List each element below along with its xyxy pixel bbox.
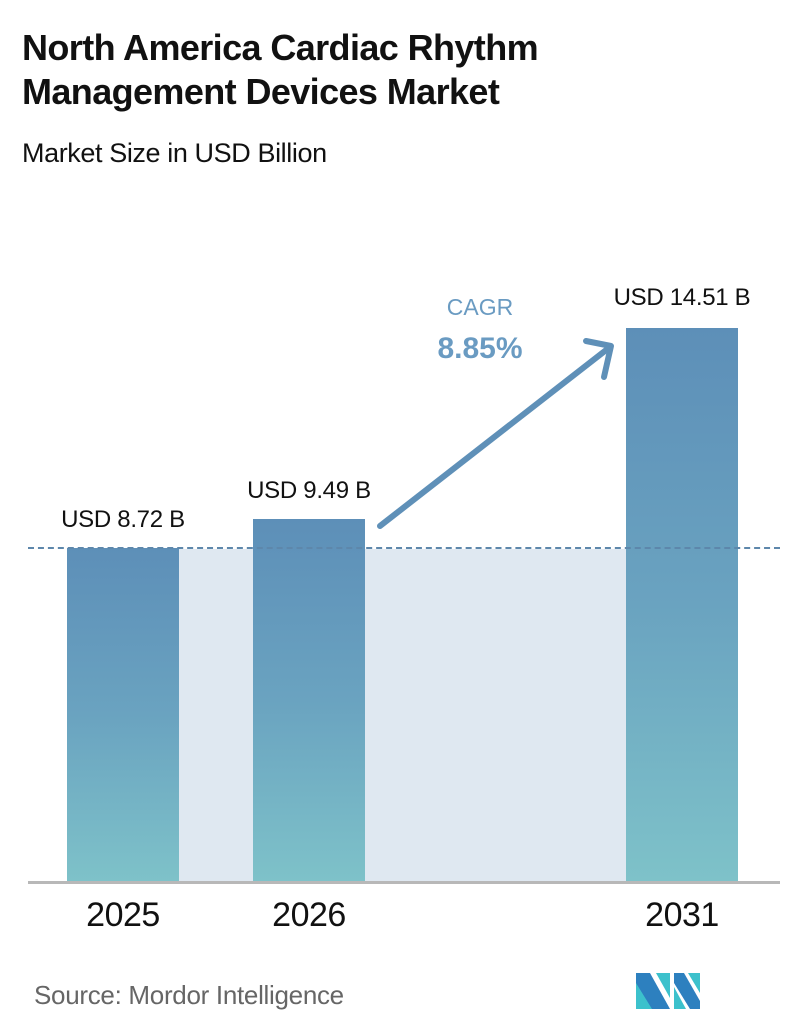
- chart-subtitle: Market Size in USD Billion: [22, 138, 327, 168]
- chart-title: North America Cardiac Rhythm Management …: [22, 26, 539, 114]
- reference-dashed-line: [28, 547, 780, 549]
- x-axis-baseline: [28, 881, 780, 884]
- bar-2031: [626, 328, 738, 882]
- bar-label-2031: USD 14.51 B: [613, 284, 751, 311]
- source-text: Source: Mordor Intelligence: [34, 980, 344, 1010]
- chart-title-line1: North America Cardiac Rhythm: [22, 27, 539, 68]
- mordor-intelligence-logo-icon: [636, 973, 700, 1009]
- chart-title-line2: Management Devices Market: [22, 71, 500, 112]
- bar-2026: [253, 519, 365, 882]
- x-tick-2026: 2026: [272, 896, 346, 934]
- bar-label-2026: USD 9.49 B: [247, 477, 371, 504]
- x-tick-2031: 2031: [645, 896, 719, 934]
- x-tick-2025: 2025: [86, 896, 160, 934]
- cagr-label: CAGR: [446, 294, 514, 320]
- cagr-value: 8.85%: [437, 332, 523, 365]
- bar-label-2025: USD 8.72 B: [61, 506, 185, 533]
- bar-2025: [67, 548, 179, 882]
